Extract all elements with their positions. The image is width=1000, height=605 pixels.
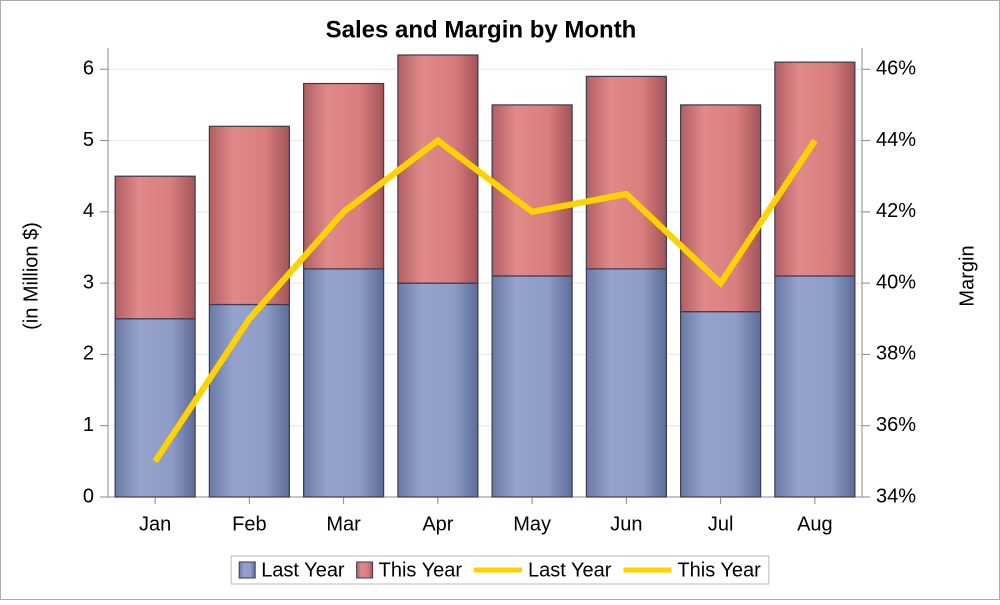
y2-tick-label: 34% — [876, 485, 916, 507]
legend-label: Last Year — [528, 559, 612, 581]
legend-label: This Year — [677, 559, 761, 581]
y2-tick-label: 44% — [876, 129, 916, 151]
bar — [585, 75, 667, 270]
x-tick-label: Apr — [422, 513, 453, 535]
y-tick-label: 2 — [83, 343, 94, 365]
legend-swatch — [238, 561, 256, 579]
x-tick-label: Mar — [326, 513, 361, 535]
y2-tick-label: 42% — [876, 200, 916, 222]
lines — [152, 136, 818, 464]
x-tick-label: Jun — [610, 513, 642, 535]
legend: Last Year This Year Last Year This Year — [230, 555, 770, 585]
margin-line — [152, 136, 818, 464]
bars — [114, 54, 856, 498]
x-tick-label: Feb — [232, 513, 266, 535]
bar — [114, 318, 196, 498]
bar — [774, 61, 856, 277]
bar — [585, 268, 667, 498]
bar — [208, 125, 290, 306]
y-axis-label: (in Million $) — [20, 222, 42, 330]
chart-title: Sales and Margin by Month — [326, 16, 637, 43]
x-tick-label: Aug — [797, 513, 833, 535]
bar — [491, 275, 573, 498]
bar — [114, 175, 196, 320]
legend-label: Last Year — [261, 559, 345, 581]
bar — [397, 54, 479, 284]
y2-axis-label: Margin — [956, 245, 978, 306]
y2-tick-label: 38% — [876, 343, 916, 365]
legend-label: This Year — [379, 559, 463, 581]
y-tick-label: 4 — [83, 200, 94, 222]
y-tick-label: 1 — [83, 414, 94, 436]
y-tick-label: 5 — [83, 129, 94, 151]
y-tick-label: 3 — [83, 271, 94, 293]
x-tick-label: Jul — [708, 513, 734, 535]
bar — [303, 268, 385, 498]
y2-tick-label: 46% — [876, 58, 916, 80]
y2-tick-label: 36% — [876, 414, 916, 436]
bar — [680, 311, 762, 498]
legend-swatch — [356, 561, 374, 579]
y-tick-label: 6 — [83, 58, 94, 80]
bar — [680, 104, 762, 313]
y-tick-label: 0 — [83, 485, 94, 507]
x-tick-label: May — [513, 513, 551, 535]
y2-tick-label: 40% — [876, 271, 916, 293]
bar — [397, 282, 479, 498]
bar — [208, 303, 290, 498]
bar — [774, 275, 856, 498]
x-tick-label: Jan — [139, 513, 171, 535]
